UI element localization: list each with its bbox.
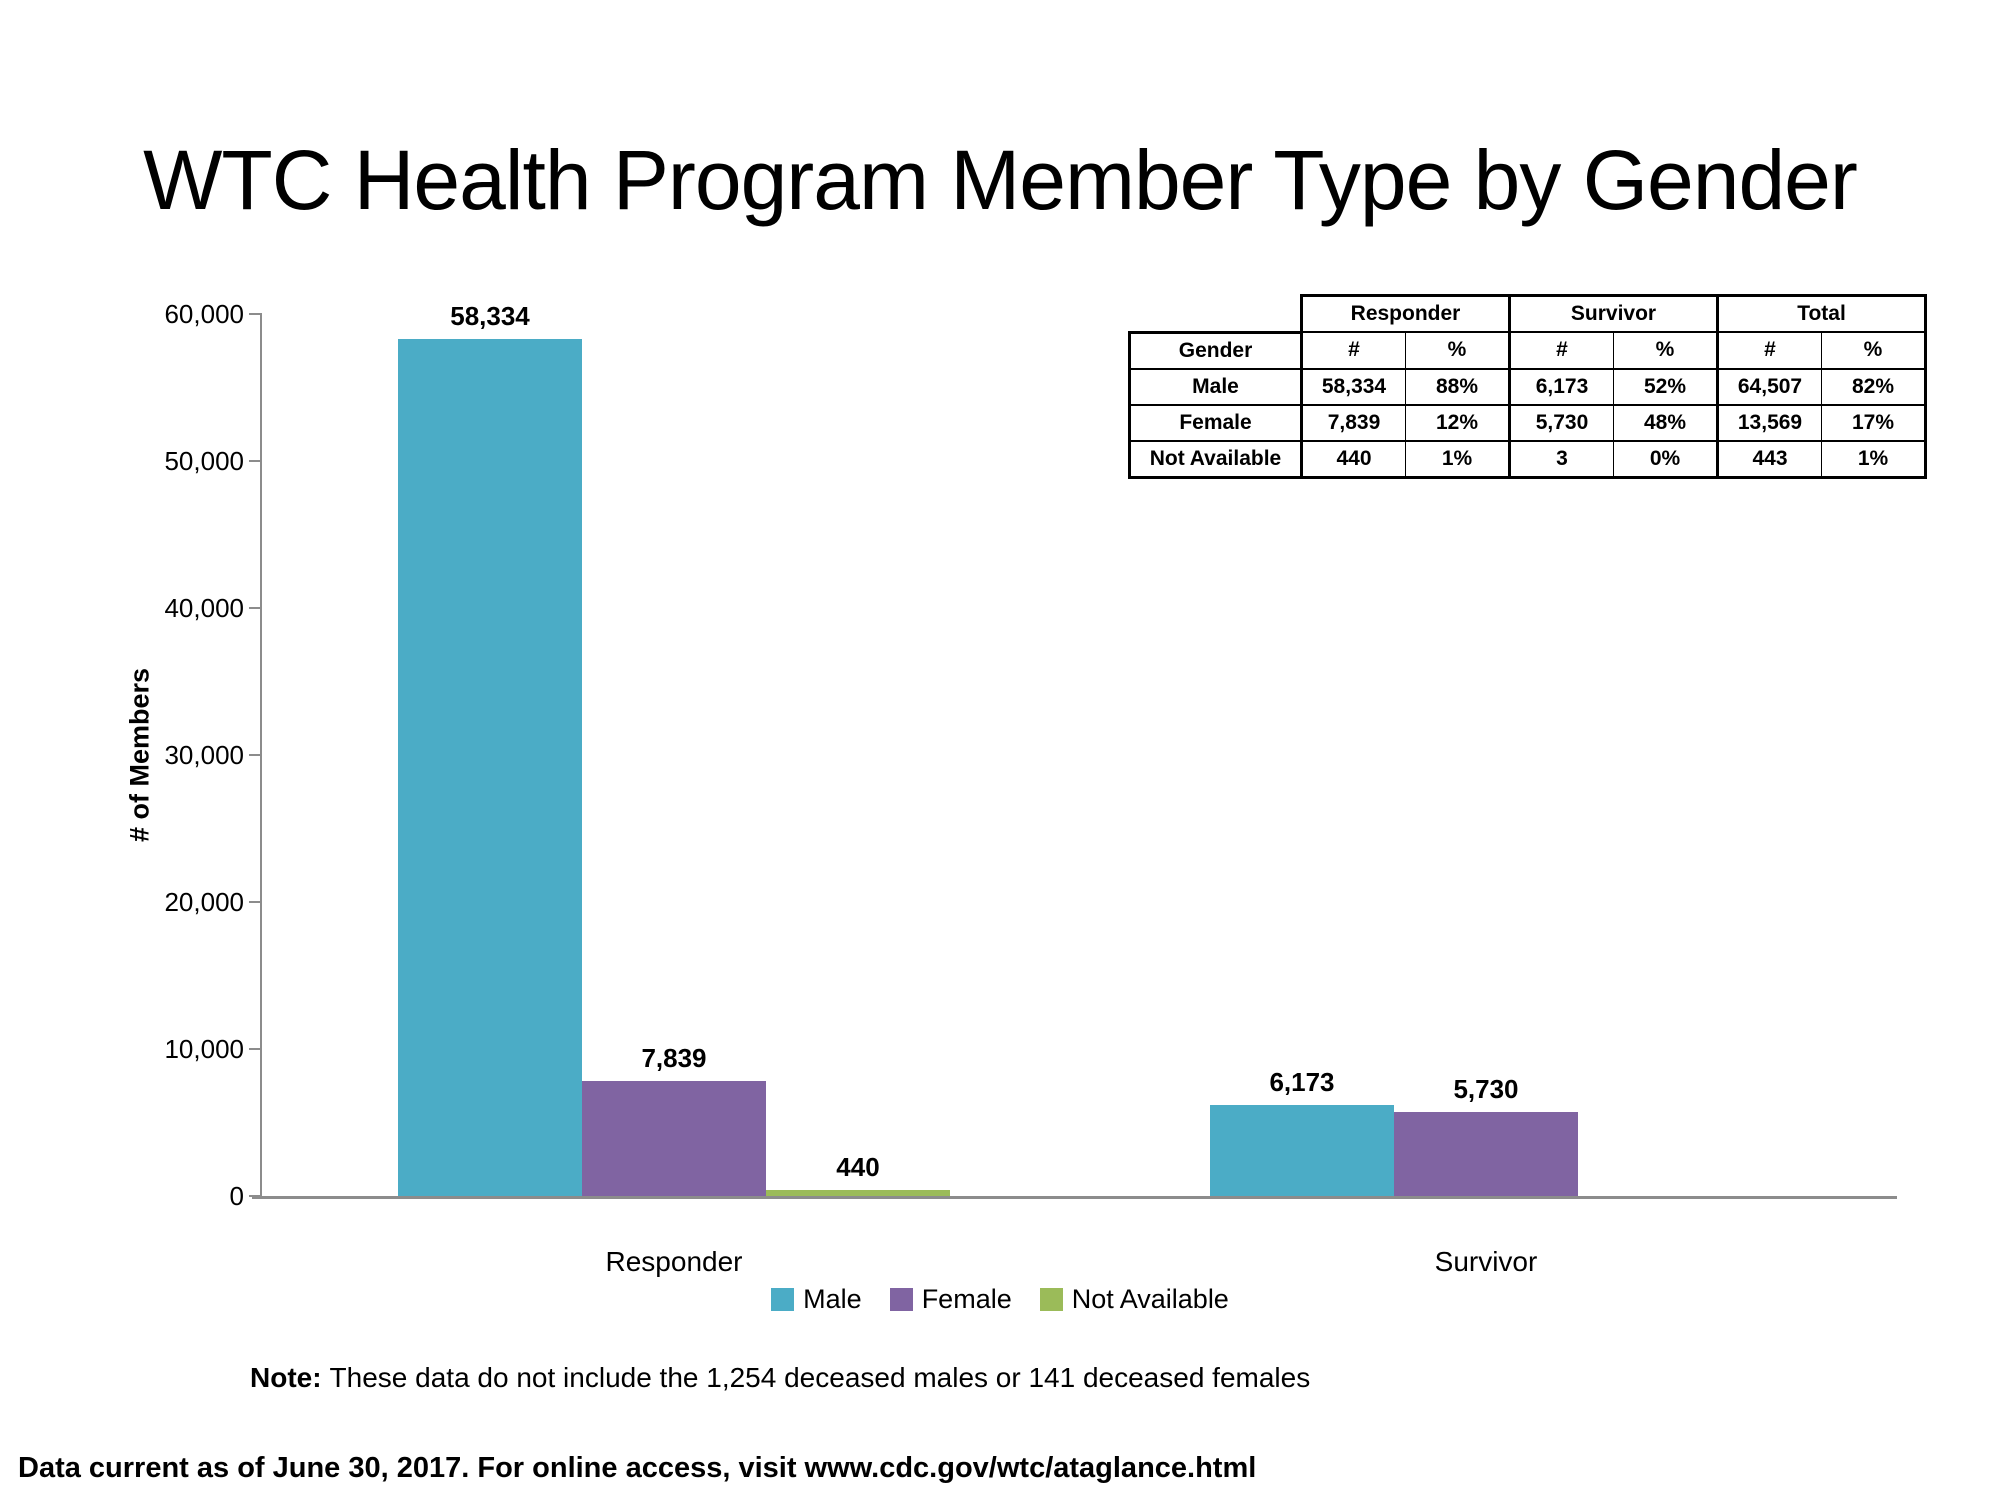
bar-survivor-male: 6,173 <box>1210 1067 1394 1196</box>
y-axis-tick-mark <box>249 313 262 315</box>
table-cell: 6,173 <box>1508 367 1614 406</box>
table-cell: % <box>1405 331 1511 370</box>
table-cell: 82% <box>1821 367 1927 406</box>
bar <box>398 338 582 1196</box>
bar-value-label: 58,334 <box>450 300 530 331</box>
x-axis-line <box>252 1196 1897 1199</box>
y-axis-tick-mark <box>249 1048 262 1050</box>
table-row: Female 7,839 12% 5,730 48% 13,569 17% <box>1128 403 1927 442</box>
table-cell: 17% <box>1821 403 1927 442</box>
y-axis-tick-mark <box>249 1195 262 1197</box>
table-cell: 443 <box>1716 439 1822 479</box>
bar-responder-not-available: 440 <box>766 1152 950 1196</box>
table-cell: 1% <box>1821 439 1927 479</box>
bar-value-label: 7,839 <box>641 1042 707 1073</box>
legend-item-male: Male <box>771 1284 862 1315</box>
y-axis-line <box>260 314 262 1199</box>
legend-item-not-available: Not Available <box>1039 1284 1229 1315</box>
table-cell: 12% <box>1405 403 1511 442</box>
y-axis-tick-label: 60,000 <box>164 299 244 329</box>
y-axis-tick-label: 10,000 <box>164 1034 244 1064</box>
y-axis-tick-label: 50,000 <box>164 446 244 476</box>
category-label-survivor: Survivor <box>1434 1246 1538 1277</box>
female-swatch-icon <box>889 1288 913 1311</box>
table-cell: Male <box>1128 367 1303 406</box>
gender-header: Gender <box>1128 330 1303 370</box>
bar-responder-female: 7,839 <box>582 1043 766 1196</box>
table-cell: 440 <box>1300 439 1406 479</box>
table-cell: Not Available <box>1128 439 1303 479</box>
table-group-header-row: Responder Survivor Total <box>1130 294 1927 333</box>
legend-label: Female <box>921 1284 1012 1314</box>
bar <box>766 1189 950 1196</box>
table-row: Male 58,334 88% 6,173 52% 64,507 82% <box>1128 367 1927 406</box>
note-label: Note: <box>250 1362 322 1393</box>
table-cell: # <box>1716 331 1822 370</box>
y-axis-tick-label: 40,000 <box>164 593 244 623</box>
table-row: Not Available 440 1% 3 0% 443 1% <box>1128 439 1927 479</box>
y-axis-tick-label: 20,000 <box>164 887 244 917</box>
y-axis-tick-mark <box>249 754 262 756</box>
bar-value-label: 440 <box>836 1151 880 1182</box>
note-text: Note: These data do not include the 1,254… <box>250 1362 1310 1394</box>
table-cell: % <box>1613 331 1719 370</box>
table-cell: 1% <box>1405 439 1511 479</box>
table-cell: % <box>1821 331 1927 370</box>
category-label-responder: Responder <box>605 1246 743 1277</box>
table-cell: 52% <box>1613 367 1719 406</box>
table-cell: 5,730 <box>1508 403 1614 442</box>
table-cell: 3 <box>1508 439 1614 479</box>
y-axis-tick-mark <box>249 460 262 462</box>
table-cell: 48% <box>1613 403 1719 442</box>
male-swatch-icon <box>771 1288 795 1311</box>
y-axis-tick-mark <box>249 607 262 609</box>
table-cell: 58,334 <box>1300 367 1406 406</box>
col-group-responder: Responder <box>1300 294 1511 333</box>
chart-legend: Male Female Not Available <box>0 1284 2000 1315</box>
bar-responder-male: 58,334 <box>398 300 582 1196</box>
table-cell: # <box>1300 331 1406 370</box>
bar-survivor-female: 5,730 <box>1394 1074 1578 1196</box>
table-cell: # <box>1508 331 1614 370</box>
legend-label: Male <box>803 1284 862 1314</box>
legend-label: Not Available <box>1071 1284 1229 1314</box>
summary-table: Responder Survivor Total Gender # % # % … <box>1128 294 1927 479</box>
col-group-total: Total <box>1716 294 1927 333</box>
footer-text: Data current as of June 30, 2017. For on… <box>18 1452 1257 1484</box>
table-cell: 64,507 <box>1716 367 1822 406</box>
table-cell: 88% <box>1405 367 1511 406</box>
y-axis-tick-mark <box>249 901 262 903</box>
table-cell: 13,569 <box>1716 403 1822 442</box>
bar-value-label: 6,173 <box>1269 1067 1335 1098</box>
table-cell: 0% <box>1613 439 1719 479</box>
bar <box>1394 1111 1578 1196</box>
bar <box>1210 1105 1394 1196</box>
table-cell: 7,839 <box>1300 403 1406 442</box>
legend-item-female: Female <box>889 1284 1012 1315</box>
bar-value-label: 5,730 <box>1453 1073 1519 1104</box>
y-axis-tick-label: 30,000 <box>164 740 244 770</box>
table-cell: Female <box>1128 403 1303 442</box>
y-axis-tick-label: 0 <box>229 1181 244 1211</box>
page-title: WTC Health Program Member Type by Gender <box>143 133 1858 227</box>
col-group-survivor: Survivor <box>1508 294 1719 333</box>
table-empty-corner <box>1130 296 1302 333</box>
table-subheader-row: Gender # % # % # % <box>1128 330 1927 370</box>
bar <box>582 1080 766 1196</box>
note-body: These data do not include the 1,254 dece… <box>329 1362 1311 1393</box>
not-available-swatch-icon <box>1039 1288 1063 1311</box>
